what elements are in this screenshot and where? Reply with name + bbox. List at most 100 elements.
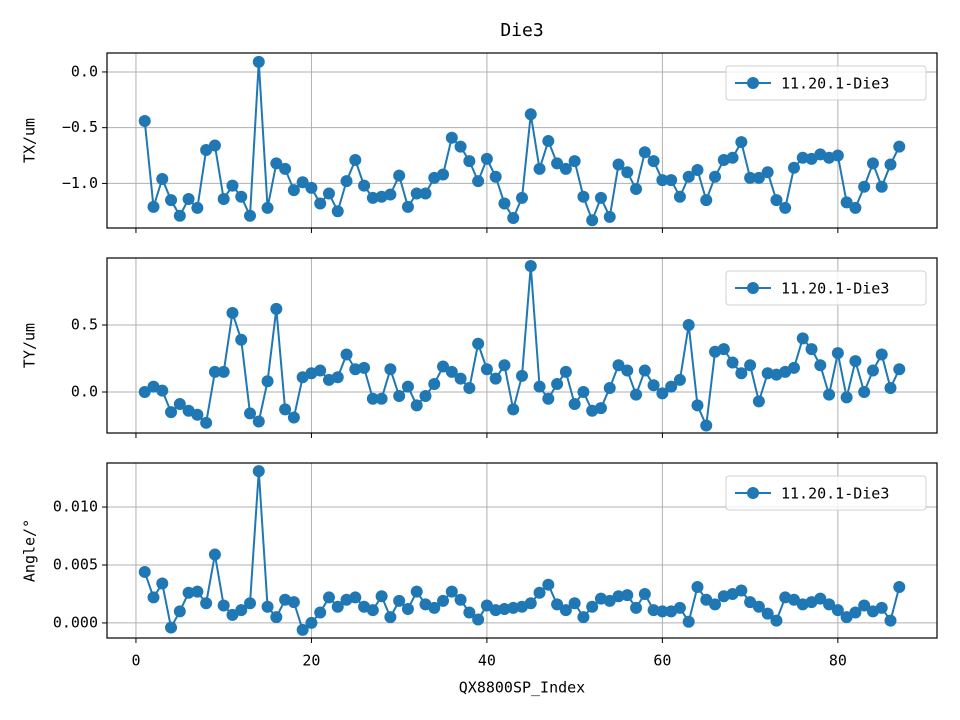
- data-point: [489, 372, 502, 385]
- y-tick-label: 0.0: [71, 382, 98, 400]
- data-point: [217, 193, 230, 206]
- data-point: [138, 385, 151, 398]
- data-point: [709, 598, 722, 611]
- data-point: [621, 589, 634, 602]
- data-point: [349, 591, 362, 604]
- data-point: [691, 581, 704, 594]
- data-point: [700, 593, 713, 606]
- data-point: [428, 601, 441, 614]
- data-point: [349, 154, 362, 167]
- data-point: [840, 196, 853, 209]
- data-point: [156, 172, 169, 185]
- data-point: [893, 363, 906, 376]
- data-point: [858, 599, 871, 612]
- data-point: [542, 392, 555, 405]
- data-point: [147, 200, 160, 213]
- data-point: [858, 180, 871, 193]
- data-point: [577, 385, 590, 398]
- data-point: [156, 577, 169, 590]
- data-point: [454, 372, 467, 385]
- data-point: [612, 590, 625, 603]
- data-point: [384, 188, 397, 201]
- data-point: [875, 180, 888, 193]
- data-point: [594, 191, 607, 204]
- data-point: [244, 209, 257, 222]
- data-point: [480, 152, 493, 165]
- data-point: [831, 347, 844, 360]
- data-point: [647, 379, 660, 392]
- data-point: [779, 201, 792, 214]
- data-point: [603, 210, 616, 223]
- data-point: [217, 599, 230, 612]
- data-point: [445, 365, 458, 378]
- data-point: [700, 419, 713, 432]
- data-point: [498, 359, 511, 372]
- data-point: [437, 594, 450, 607]
- data-point: [191, 201, 204, 214]
- data-point: [551, 598, 564, 611]
- plot-frame: [106, 52, 938, 229]
- data-point: [305, 616, 318, 629]
- legend-box: [725, 270, 927, 306]
- data-point: [638, 146, 651, 159]
- data-point: [270, 157, 283, 170]
- y-tick-label: −0.5: [62, 118, 98, 136]
- data-point: [296, 623, 309, 636]
- data-point: [884, 158, 897, 171]
- data-point: [875, 348, 888, 361]
- data-point: [331, 600, 344, 613]
- data-point: [840, 611, 853, 624]
- data-point: [200, 416, 213, 429]
- data-point: [498, 603, 511, 616]
- data-point: [787, 593, 800, 606]
- data-point: [331, 205, 344, 218]
- data-point: [165, 406, 178, 419]
- data-point: [165, 621, 178, 634]
- data-point: [787, 361, 800, 374]
- data-point: [287, 411, 300, 424]
- data-point: [173, 605, 186, 618]
- data-point: [744, 171, 757, 184]
- data-point: [665, 174, 678, 187]
- x-tick-label: 0: [131, 652, 140, 670]
- data-point: [322, 187, 335, 200]
- data-point: [796, 332, 809, 345]
- data-point: [849, 606, 862, 619]
- data-point: [358, 361, 371, 374]
- data-point: [673, 373, 686, 386]
- x-tick-label: 40: [478, 652, 496, 670]
- legend-label: 11.20.1-Die3: [781, 75, 889, 93]
- data-point: [165, 194, 178, 207]
- data-point: [673, 601, 686, 614]
- data-point: [226, 306, 239, 319]
- data-point: [524, 597, 537, 610]
- data-point: [577, 190, 590, 203]
- data-point: [682, 615, 695, 628]
- y-tick-label: −1.0: [62, 174, 98, 192]
- data-point: [542, 135, 555, 148]
- data-point: [656, 605, 669, 618]
- data-point: [735, 367, 748, 380]
- data-point: [252, 55, 265, 68]
- data-point: [507, 211, 520, 224]
- data-point: [542, 578, 555, 591]
- data-point: [261, 375, 274, 388]
- data-point: [744, 359, 757, 372]
- data-point: [366, 392, 379, 405]
- data-point: [191, 408, 204, 421]
- x-tick-label: 20: [302, 652, 320, 670]
- data-point: [612, 158, 625, 171]
- data-point: [673, 190, 686, 203]
- data-point: [375, 590, 388, 603]
- x-axis-label: QX8800SP_Index: [459, 679, 585, 697]
- data-point: [235, 333, 248, 346]
- data-point: [340, 348, 353, 361]
- data-point: [296, 176, 309, 189]
- data-point: [507, 403, 520, 416]
- data-point: [244, 407, 257, 420]
- data-point: [366, 604, 379, 617]
- data-point: [428, 377, 441, 390]
- data-point: [472, 175, 485, 188]
- data-point: [463, 381, 476, 394]
- data-point: [366, 191, 379, 204]
